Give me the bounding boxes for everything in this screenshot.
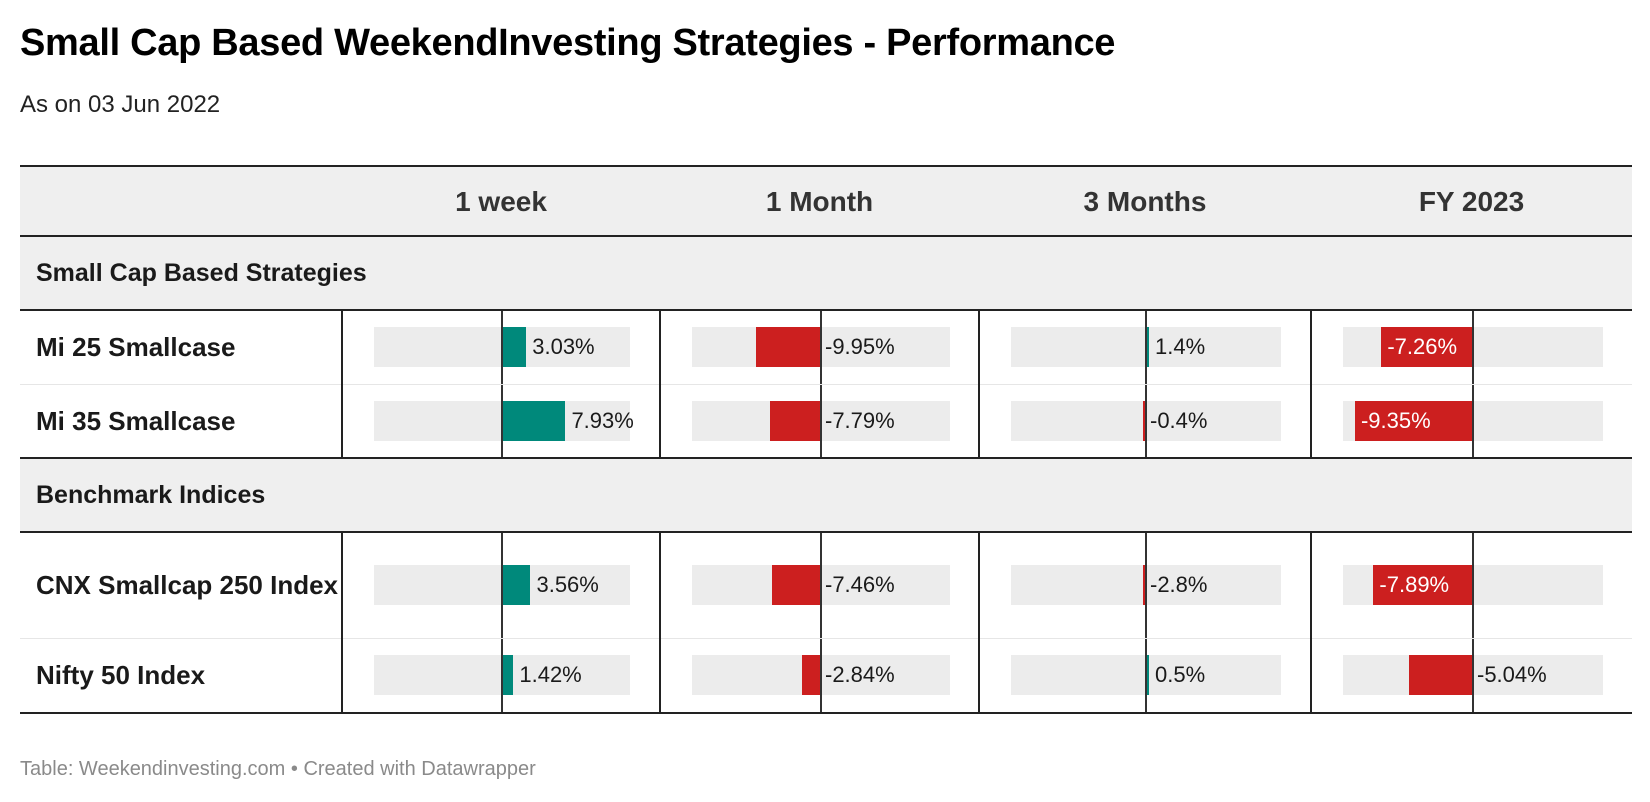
header-row: 1 week 1 Month 3 Months FY 2023	[20, 166, 1632, 236]
positive-bar	[502, 327, 527, 368]
bar-cell: 7.93%	[342, 384, 661, 459]
zero-axis-line	[501, 311, 503, 384]
value-label: -9.95%	[825, 334, 895, 360]
negative-bar	[772, 565, 821, 606]
group-row-small-cap: Small Cap Based Strategies	[20, 236, 1632, 311]
value-label: 3.03%	[532, 334, 595, 360]
row-name: Nifty 50 Index	[20, 638, 343, 714]
value-label: 7.93%	[571, 407, 634, 433]
bar-cell: -9.35%	[1311, 384, 1632, 459]
zero-axis-line	[820, 311, 822, 384]
zero-axis-line	[1145, 384, 1147, 457]
zero-axis-line	[820, 638, 822, 712]
bar-cell: 1.42%	[342, 638, 661, 714]
value-label: -5.04%	[1477, 662, 1547, 688]
bar-cell: -7.89%	[1311, 532, 1632, 639]
zero-axis-line	[501, 384, 503, 457]
group-row-benchmark: Benchmark Indices	[20, 458, 1632, 533]
negative-bar	[755, 327, 821, 368]
table-row: CNX Smallcap 250 Index 3.56% -7.46% -2.8…	[20, 532, 1632, 639]
zero-axis-line	[501, 533, 503, 638]
value-label: 1.42%	[519, 662, 582, 688]
table-row: Mi 35 Smallcase 7.93% -7.79% -0.4% -9.35…	[20, 384, 1632, 459]
value-label: -0.4%	[1150, 407, 1208, 433]
value-label: -9.35%	[1360, 407, 1431, 433]
positive-bar	[1146, 655, 1149, 696]
zero-axis-line	[1145, 311, 1147, 384]
zero-axis-line	[1472, 384, 1474, 457]
bar-cell: -7.46%	[660, 532, 980, 639]
negative-bar	[802, 655, 821, 696]
bar-cell: -5.04%	[1311, 638, 1632, 714]
chart-subtitle: As on 03 Jun 2022	[20, 91, 221, 118]
bar-cell: 0.5%	[979, 638, 1312, 714]
source-footer: Table: Weekendinvesting.com • Created wi…	[20, 758, 536, 780]
bar-cell: -9.95%	[660, 310, 980, 385]
bar-cell: -2.84%	[660, 638, 980, 714]
value-label: 0.5%	[1155, 662, 1206, 688]
negative-bar	[769, 400, 821, 441]
positive-bar	[502, 565, 531, 606]
zero-axis-line	[1472, 311, 1474, 384]
value-label: -7.46%	[825, 572, 895, 598]
bar-cell: -2.8%	[979, 532, 1312, 639]
zero-axis-line	[820, 533, 822, 638]
table-row: Nifty 50 Index 1.42% -2.84% 0.5% -5.04%	[20, 638, 1632, 714]
zero-axis-line	[1145, 533, 1147, 638]
header-3-months: 3 Months	[1083, 186, 1207, 217]
bar-cell: -7.79%	[660, 384, 980, 459]
negative-bar	[1142, 565, 1146, 606]
value-label: -7.26%	[1387, 334, 1458, 360]
zero-axis-line	[820, 384, 822, 457]
performance-table: 1 week 1 Month 3 Months FY 2023 Small Ca…	[20, 165, 1632, 714]
value-label: -7.89%	[1379, 572, 1450, 598]
positive-bar	[1146, 327, 1149, 368]
header-name	[20, 166, 342, 236]
table-row: Mi 25 Smallcase 3.03% -9.95% 1.4% -7.26%	[20, 310, 1632, 385]
header-1-month: 1 Month	[765, 186, 874, 217]
negative-bar	[1143, 400, 1146, 441]
value-label: -2.8%	[1150, 572, 1208, 598]
bar-cell: 3.56%	[342, 532, 661, 639]
chart-title: Small Cap Based WeekendInvesting Strateg…	[20, 22, 1116, 64]
row-name: Mi 35 Smallcase	[20, 384, 343, 459]
positive-bar	[502, 400, 566, 441]
negative-bar	[1373, 565, 1473, 606]
bar-cell: -0.4%	[979, 384, 1312, 459]
bar-cell: 3.03%	[342, 310, 661, 385]
header-fy-2023: FY 2023	[1418, 186, 1525, 217]
value-label: 3.56%	[536, 572, 599, 598]
positive-bar	[502, 655, 514, 696]
row-name: CNX Smallcap 250 Index	[20, 532, 343, 639]
zero-axis-line	[1472, 533, 1474, 638]
row-name: Mi 25 Smallcase	[20, 310, 343, 385]
value-label: -7.79%	[825, 407, 895, 433]
group-label: Small Cap Based Strategies	[20, 236, 1632, 311]
header-1-week: 1 week	[455, 186, 547, 217]
bar-cell: 1.4%	[979, 310, 1312, 385]
value-label: -2.84%	[825, 662, 895, 688]
bar-cell: -7.26%	[1311, 310, 1632, 385]
zero-axis-line	[501, 638, 503, 712]
negative-bar	[1381, 327, 1473, 368]
value-label: 1.4%	[1155, 334, 1206, 360]
negative-bar	[1409, 655, 1473, 696]
group-label: Benchmark Indices	[20, 458, 1632, 533]
zero-axis-line	[1472, 638, 1474, 712]
negative-bar	[1354, 400, 1473, 441]
zero-axis-line	[1145, 638, 1147, 712]
